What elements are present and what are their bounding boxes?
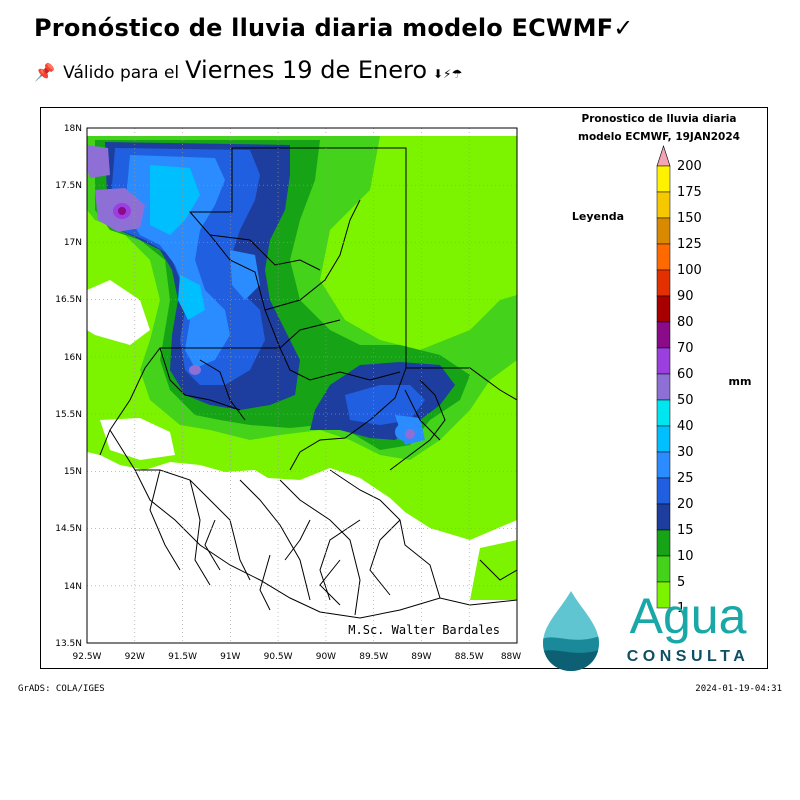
colorbar-label: 5	[677, 575, 685, 590]
lat-label: 15.5N	[55, 410, 82, 420]
lon-label: 89W	[411, 652, 431, 662]
colorbar-label: 15	[677, 523, 694, 538]
colorbar-swatch	[656, 269, 671, 297]
colorbar-swatch	[656, 217, 671, 245]
colorbar-swatch	[656, 555, 671, 583]
lon-label: 92W	[125, 652, 145, 662]
legend-title-line2: modelo ECMWF, 19JAN2024	[578, 131, 740, 143]
lat-axis: 18N 17.5N 17N 16.5N 16N 15.5N 15N 14.5N …	[55, 124, 82, 649]
colorbar-label: 30	[677, 445, 694, 460]
colorbar-swatch	[656, 425, 671, 453]
colorbar-label: 175	[677, 185, 702, 200]
colorbar-label: 150	[677, 211, 702, 226]
lat-label: 18N	[64, 124, 82, 134]
colorbar-swatch	[656, 451, 671, 479]
colorbar-label: 200	[677, 159, 702, 174]
legend-title-line1: Pronostico de lluvia diaria	[582, 113, 737, 125]
colorbar-swatch	[656, 477, 671, 505]
colorbar-arrow	[656, 145, 671, 167]
colorbar-swatch	[656, 321, 671, 349]
colorbar-label: 25	[677, 471, 694, 486]
lon-label: 88W	[501, 652, 521, 662]
lat-label: 14.5N	[55, 524, 82, 534]
colorbar-label: 1	[677, 601, 685, 616]
colorbar-swatch	[656, 347, 671, 375]
colorbar-swatch	[656, 529, 671, 557]
colorbar-label: 125	[677, 237, 702, 252]
lon-label: 89.5W	[359, 652, 388, 662]
legend-label: Leyenda	[572, 210, 624, 223]
colorbar-swatch	[656, 373, 671, 401]
footer-credit: GrADS: COLA/IGES	[18, 684, 105, 694]
colorbar-swatch	[656, 191, 671, 219]
page-title: Pronóstico de lluvia diaria modelo ECWMF…	[34, 14, 634, 42]
colorbar-swatch	[656, 399, 671, 427]
lat-label: 16N	[64, 353, 82, 363]
colorbar-label: 20	[677, 497, 694, 512]
legend-title: Pronostico de lluvia diaria modelo ECMWF…	[578, 113, 740, 143]
map-border	[86, 127, 518, 644]
colorbar: 200 175 150 125 100 90 80 70 60 50 40 30 25 20 15 10 5 1	[656, 145, 702, 616]
lat-label: 14N	[64, 582, 82, 592]
rain-field	[87, 136, 517, 600]
author-credit: M.Sc. Walter Bardales	[348, 623, 500, 637]
colorbar-label: 50	[677, 393, 694, 408]
colorbar-label: 100	[677, 263, 702, 278]
lon-axis: 92.5W 92W 91.5W 91W 90.5W 90W 89.5W 89W …	[73, 652, 522, 662]
lat-label: 15N	[64, 467, 82, 477]
colorbar-label: 90	[677, 289, 694, 304]
subtitle-date: Viernes 19 de Enero	[185, 56, 427, 84]
lat-label: 16.5N	[55, 295, 82, 305]
subtitle: 📌 Válido para el Viernes 19 de Enero ⬇⚡☂	[34, 56, 462, 84]
colorbar-label: 80	[677, 315, 694, 330]
logo: Agua CONSULTA	[543, 588, 750, 671]
pin-icon: 📌	[34, 63, 56, 83]
colorbar-swatch	[656, 503, 671, 531]
logo-word-agua: Agua	[630, 588, 747, 644]
footer-timestamp: 2024-01-19-04:31	[695, 684, 782, 694]
colorbar-label: 60	[677, 367, 694, 382]
logo-word-consulta: CONSULTA	[627, 648, 750, 665]
lon-label: 91W	[220, 652, 240, 662]
subtitle-prefix: Válido para el	[63, 63, 180, 83]
legend-unit: mm	[729, 375, 752, 388]
lat-label: 17.5N	[55, 181, 82, 191]
colorbar-swatch	[656, 581, 671, 609]
lon-label: 88.5W	[455, 652, 484, 662]
colorbar-label: 40	[677, 419, 694, 434]
weather-icons: ⬇⚡☂	[433, 67, 463, 81]
colorbar-swatch	[656, 295, 671, 323]
lat-label: 17N	[64, 238, 82, 248]
lon-label: 92.5W	[73, 652, 102, 662]
lon-label: 90.5W	[264, 652, 293, 662]
lat-label: 13.5N	[55, 639, 82, 649]
colorbar-label: 10	[677, 549, 694, 564]
colorbar-label: 70	[677, 341, 694, 356]
colorbar-swatch	[656, 243, 671, 271]
lon-label: 90W	[316, 652, 336, 662]
map-frame	[40, 107, 768, 669]
colorbar-swatch	[656, 165, 671, 193]
lon-label: 91.5W	[168, 652, 197, 662]
